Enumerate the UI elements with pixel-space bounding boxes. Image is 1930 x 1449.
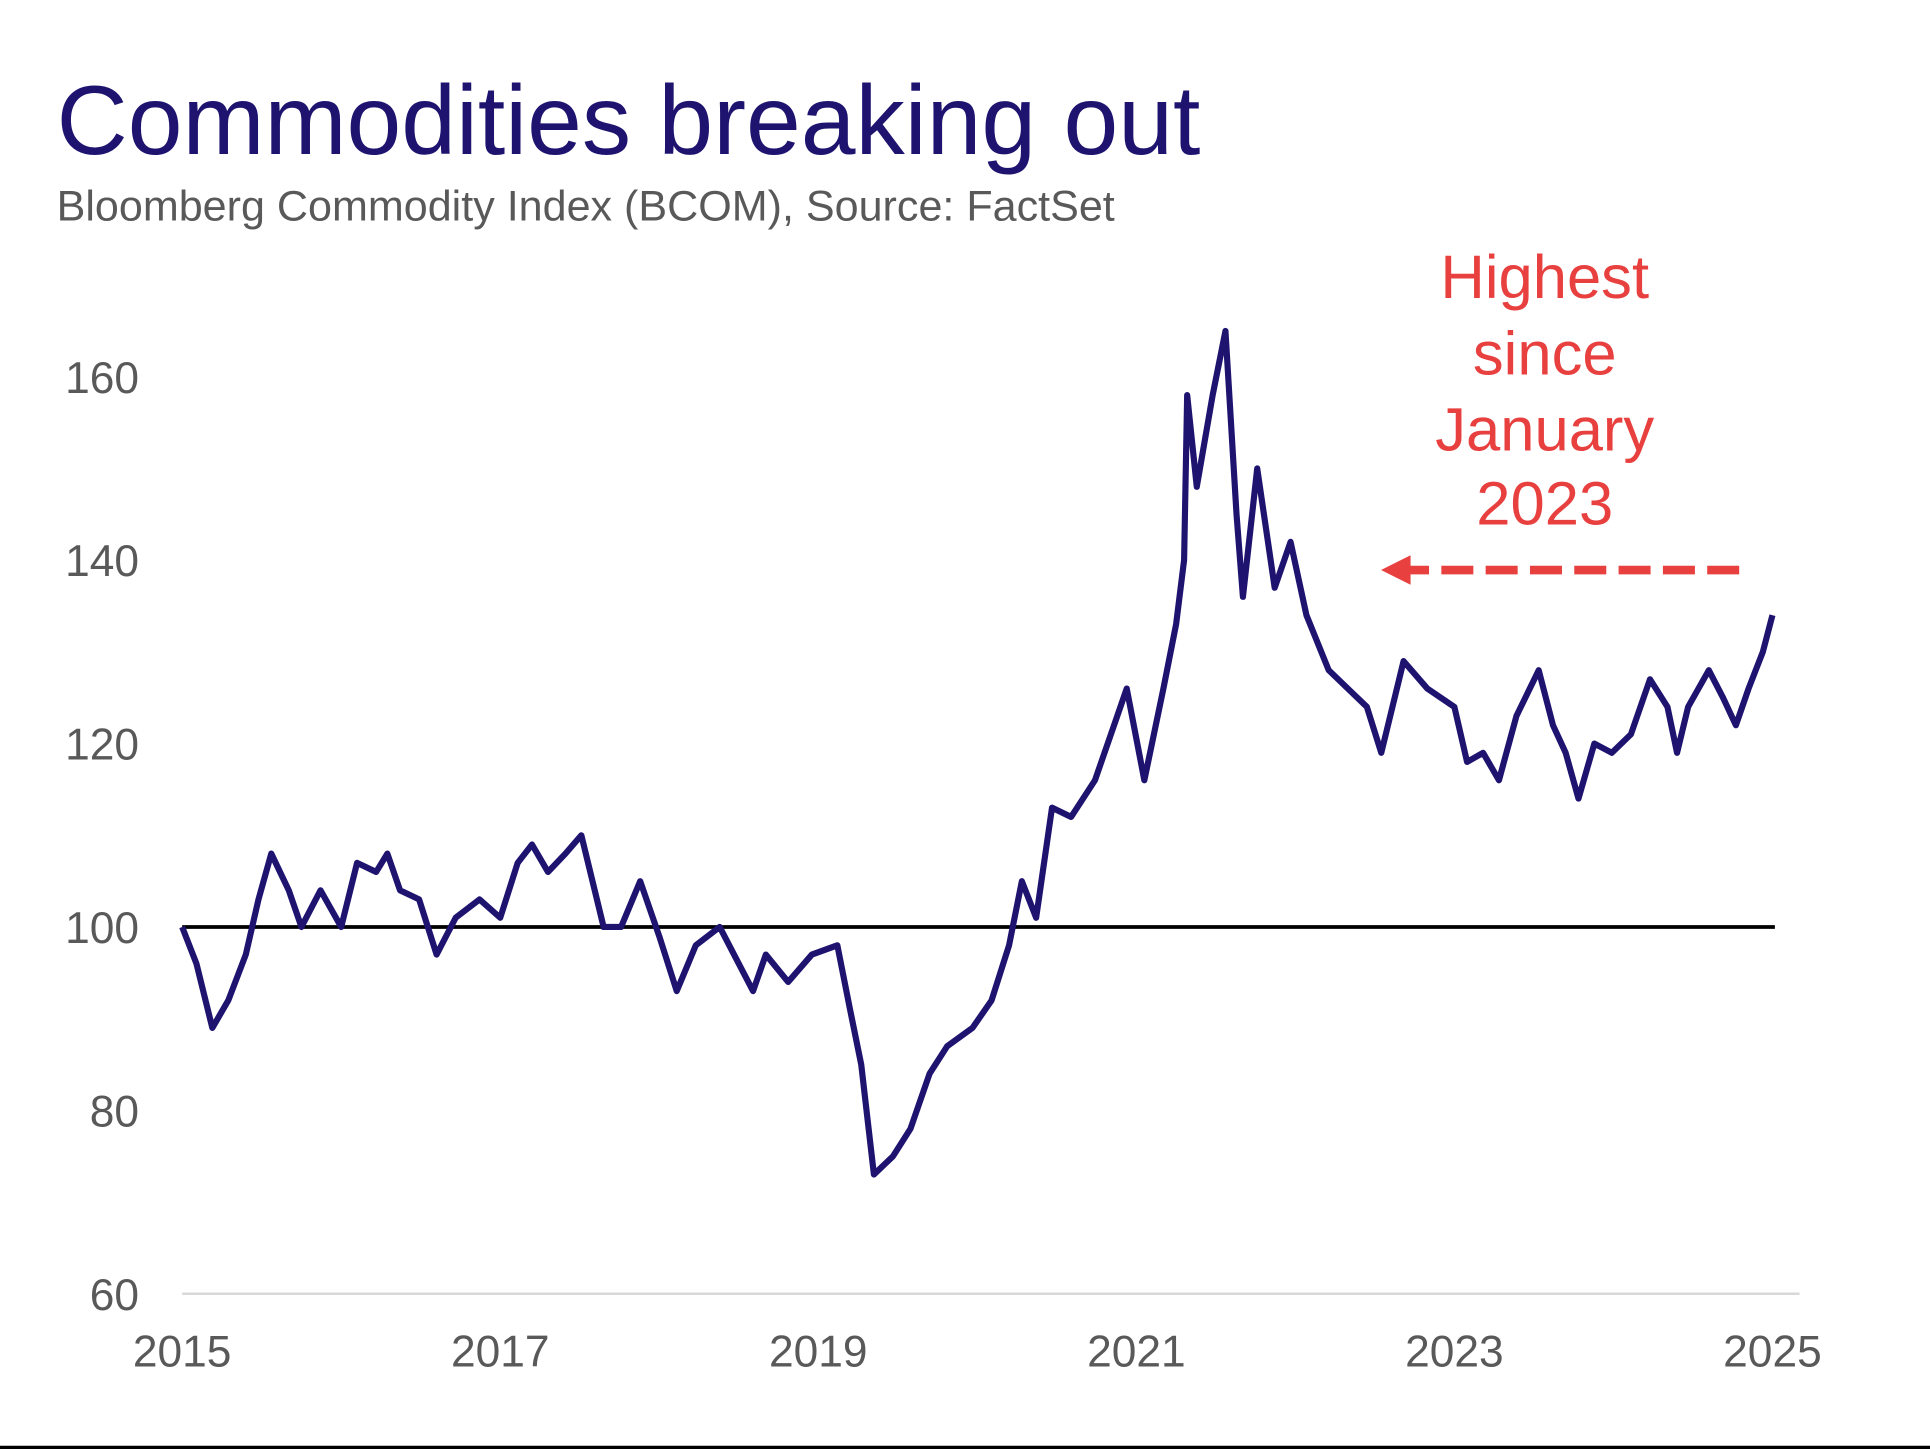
x-tick-label: 2015	[133, 1327, 232, 1376]
annotation-line: 2023	[1476, 469, 1613, 538]
annotation-line: since	[1473, 319, 1617, 388]
annotation-line: January	[1435, 396, 1654, 465]
y-tick-label: 60	[90, 1271, 139, 1320]
x-tick-label: 2025	[1723, 1327, 1822, 1376]
y-tick-label: 140	[65, 537, 139, 586]
y-tick-label: 120	[65, 721, 139, 770]
annotation-line: Highest	[1440, 243, 1649, 312]
annotation: Highest since January 2023	[1381, 243, 1740, 585]
arrow-left-icon	[1381, 555, 1411, 585]
y-tick-label: 160	[65, 354, 139, 403]
y-axis: 60 80 100 120 140 160	[65, 354, 139, 1320]
chart-subtitle: Bloomberg Commodity Index (BCOM), Source…	[57, 182, 1115, 230]
y-tick-label: 100	[65, 904, 139, 953]
x-tick-label: 2021	[1087, 1327, 1186, 1376]
y-tick-label: 80	[90, 1087, 139, 1136]
series-line-bcom	[179, 327, 1776, 1178]
x-tick-label: 2023	[1405, 1327, 1504, 1376]
x-tick-label: 2019	[769, 1327, 868, 1376]
x-axis: 2015 2017 2019 2021 2023 2025	[133, 1327, 1822, 1376]
chart-title: Commodities breaking out	[57, 65, 1201, 175]
x-tick-label: 2017	[451, 1327, 550, 1376]
